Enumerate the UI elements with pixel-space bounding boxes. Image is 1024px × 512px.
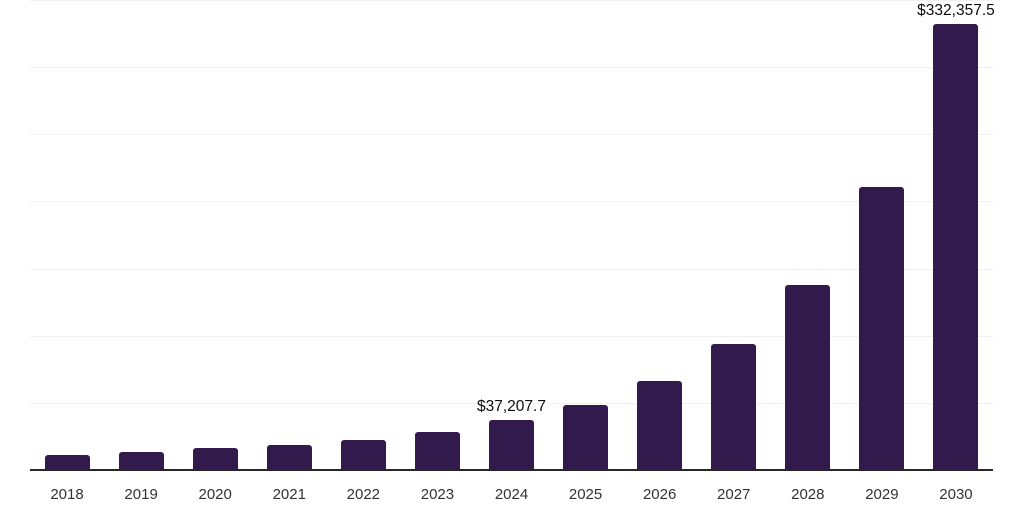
bar-2019 bbox=[118, 452, 164, 470]
bar-2028 bbox=[785, 284, 831, 470]
bar-2030 bbox=[933, 23, 979, 470]
data-label-2024: $37,207.7 bbox=[477, 398, 546, 416]
x-tick-label-2025: 2025 bbox=[568, 486, 603, 503]
x-tick-label-2029: 2029 bbox=[865, 486, 899, 503]
gridline-50000 bbox=[30, 402, 993, 404]
x-tick-label-2023: 2023 bbox=[420, 486, 455, 503]
x-tick-label-2022: 2022 bbox=[346, 486, 381, 503]
bar-2026 bbox=[637, 380, 683, 470]
x-tick-label-2026: 2026 bbox=[642, 486, 677, 503]
bar-2021 bbox=[266, 444, 312, 470]
gridline-350000 bbox=[30, 0, 993, 1]
bar-2027 bbox=[711, 343, 757, 470]
x-tick-label-2024: 2024 bbox=[494, 486, 529, 503]
gridline-250000 bbox=[30, 134, 993, 136]
gridline-200000 bbox=[30, 201, 993, 203]
bar-2020 bbox=[192, 447, 238, 470]
bar-2024 bbox=[489, 420, 534, 470]
x-tick-label-2018: 2018 bbox=[50, 486, 84, 503]
data-label-2030: $332,357.5 bbox=[917, 1, 995, 19]
x-tick-label-2028: 2028 bbox=[791, 486, 825, 503]
gridline-300000 bbox=[30, 67, 993, 69]
bar-2029 bbox=[859, 187, 905, 470]
x-tick-label-2021: 2021 bbox=[272, 486, 306, 503]
gridline-100000 bbox=[30, 335, 993, 337]
bar-2025 bbox=[563, 404, 609, 470]
x-tick-label-2020: 2020 bbox=[198, 486, 232, 503]
bar-2018 bbox=[44, 455, 90, 470]
gridline-150000 bbox=[30, 268, 993, 270]
x-tick-label-2019: 2019 bbox=[124, 486, 158, 503]
x-tick-label-2027: 2027 bbox=[717, 486, 751, 503]
x-tick-label-2030: 2030 bbox=[939, 486, 973, 503]
bar-2023 bbox=[414, 431, 460, 470]
bar-2022 bbox=[340, 439, 386, 470]
x-axis-line bbox=[30, 469, 993, 471]
